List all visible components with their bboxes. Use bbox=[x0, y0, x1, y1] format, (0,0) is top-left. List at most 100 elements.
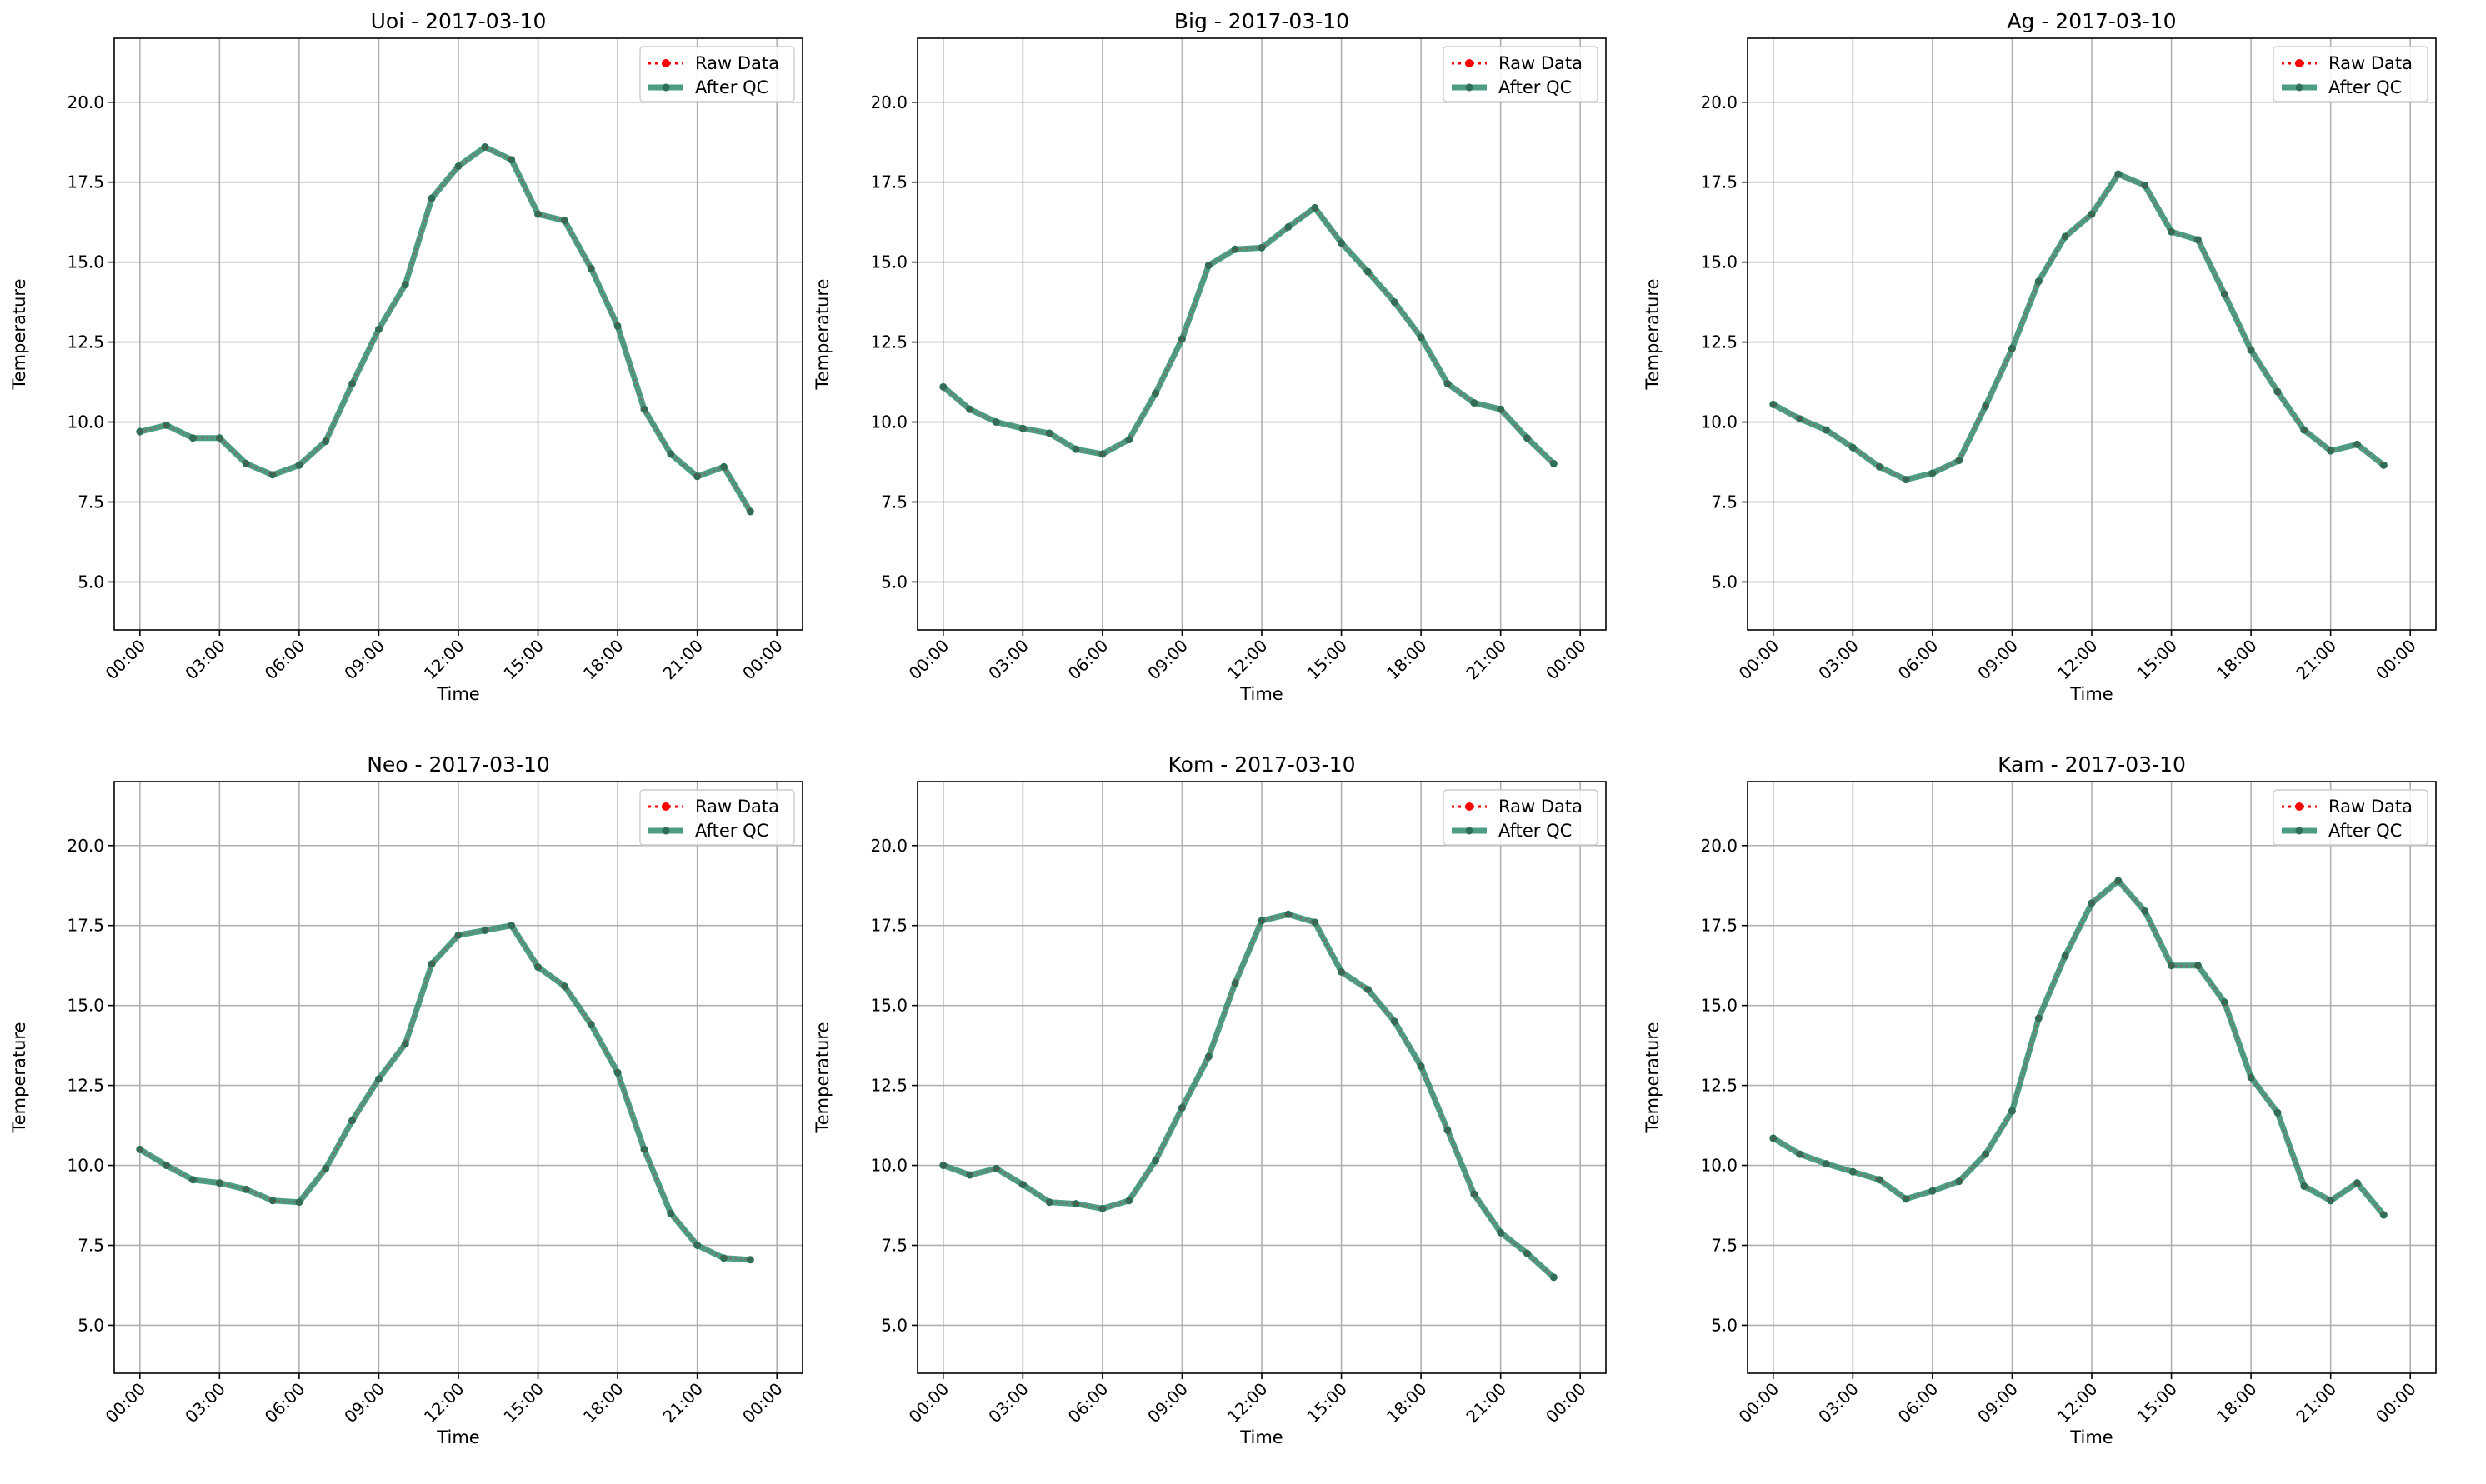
after-qc-point bbox=[2141, 907, 2149, 915]
y-tick-label: 12.5 bbox=[1700, 1076, 1738, 1096]
series-after-qc-line bbox=[138, 144, 753, 513]
x-tick-label: 18:00 bbox=[2213, 636, 2261, 684]
after-qc-point bbox=[2327, 1197, 2335, 1205]
x-tick-label: 00:00 bbox=[1735, 636, 1783, 684]
after-qc-point bbox=[966, 405, 974, 413]
x-tick-label: 06:00 bbox=[1894, 1379, 1943, 1427]
after-qc-point bbox=[1338, 239, 1346, 247]
chart-title: Kom - 2017-03-10 bbox=[1168, 752, 1356, 777]
legend-after-qc-label: After QC bbox=[1498, 77, 1572, 97]
x-tick-label: 21:00 bbox=[2292, 1379, 2340, 1427]
after-qc-point bbox=[508, 922, 516, 930]
after-qc-point bbox=[1417, 333, 1425, 342]
after-qc-point bbox=[1497, 405, 1505, 413]
x-tick-label: 15:00 bbox=[1303, 1379, 1351, 1427]
x-tick-label: 09:00 bbox=[340, 1379, 388, 1427]
after-qc-point bbox=[1928, 1187, 1937, 1195]
x-tick-label: 18:00 bbox=[1383, 636, 1431, 684]
after-qc-point bbox=[720, 1254, 728, 1262]
after-qc-point bbox=[1982, 402, 1990, 410]
after-qc-point bbox=[1822, 426, 1830, 434]
x-tick-label: 21:00 bbox=[658, 636, 707, 684]
x-axis-label: Time bbox=[1239, 1427, 1283, 1447]
after-qc-point bbox=[268, 1197, 277, 1205]
x-tick-label: 15:00 bbox=[1303, 636, 1351, 684]
after-qc-point bbox=[1982, 1150, 1990, 1158]
y-tick-label: 15.0 bbox=[1700, 252, 1738, 272]
after-qc-point bbox=[2008, 1107, 2016, 1115]
after-qc-point bbox=[1045, 429, 1053, 437]
x-tick-label: 00:00 bbox=[1735, 1379, 1783, 1427]
after-qc-point bbox=[215, 1179, 223, 1187]
legend-after-qc-label: After QC bbox=[695, 77, 768, 97]
y-tick-label: 17.5 bbox=[870, 916, 908, 936]
x-tick-label: 12:00 bbox=[2053, 1379, 2102, 1427]
after-qc-point bbox=[163, 1162, 171, 1170]
after-qc-point bbox=[2061, 952, 2069, 960]
y-tick-label: 17.5 bbox=[1700, 172, 1738, 192]
after-qc-point bbox=[2061, 232, 2069, 241]
after-qc-point bbox=[188, 1176, 197, 1184]
after-qc-point bbox=[746, 507, 754, 516]
series-raw-data-line bbox=[1773, 172, 2385, 481]
chart-title: Neo - 2017-03-10 bbox=[367, 752, 550, 777]
x-tick-label: 21:00 bbox=[1462, 636, 1510, 684]
after-qc-point bbox=[428, 960, 436, 968]
y-tick-label: 12.5 bbox=[67, 1076, 104, 1096]
after-qc-point bbox=[1796, 1150, 1804, 1158]
after-qc-point bbox=[1231, 979, 1239, 987]
y-tick-label: 12.5 bbox=[1700, 332, 1738, 352]
after-qc-point bbox=[1549, 459, 1558, 467]
legend-raw-marker bbox=[1465, 802, 1473, 811]
after-qc-point bbox=[508, 156, 516, 164]
legend-raw-label: Raw Data bbox=[695, 53, 779, 73]
after-qc-point bbox=[1072, 1200, 1080, 1208]
after-qc-point bbox=[2247, 1073, 2255, 1082]
x-tick-label: 21:00 bbox=[2292, 636, 2340, 684]
x-tick-label: 00:00 bbox=[1542, 636, 1590, 684]
x-axis-label: Time bbox=[2069, 1427, 2113, 1447]
series-after-qc-line bbox=[941, 204, 1556, 466]
after-qc-point bbox=[1390, 298, 1398, 307]
legend-after-qc-marker bbox=[662, 827, 670, 835]
legend: Raw Data After QC bbox=[639, 46, 795, 102]
after-qc-point bbox=[1204, 261, 1213, 269]
series-raw-data-line bbox=[139, 146, 752, 512]
after-qc-point bbox=[163, 421, 171, 429]
after-qc-point bbox=[667, 1209, 675, 1217]
after-qc-point bbox=[2379, 1211, 2388, 1219]
after-qc-point bbox=[1955, 457, 1963, 465]
after-qc-point bbox=[2220, 290, 2228, 298]
x-tick-label: 03:00 bbox=[1814, 1379, 1863, 1427]
after-qc-point bbox=[481, 142, 489, 151]
x-tick-label: 15:00 bbox=[2133, 636, 2181, 684]
legend-raw-label: Raw Data bbox=[1498, 797, 1583, 817]
x-tick-label: 09:00 bbox=[1973, 1379, 2022, 1427]
after-qc-point bbox=[2088, 899, 2096, 907]
y-tick-label: 10.0 bbox=[870, 1156, 908, 1176]
y-axis-label: Temperature bbox=[1643, 278, 1663, 390]
x-tick-label: 18:00 bbox=[2213, 1379, 2261, 1427]
after-qc-point bbox=[667, 450, 675, 458]
after-qc-point bbox=[268, 471, 277, 479]
grid-lines bbox=[1748, 38, 2436, 630]
y-tick-label: 17.5 bbox=[870, 172, 908, 192]
after-qc-point bbox=[613, 1068, 622, 1077]
after-qc-point bbox=[2141, 182, 2149, 190]
x-tick-label: 21:00 bbox=[658, 1379, 707, 1427]
y-tick-label: 7.5 bbox=[78, 1235, 104, 1255]
after-qc-point bbox=[1125, 436, 1133, 444]
legend-raw-label: Raw Data bbox=[2328, 797, 2413, 817]
after-qc-point bbox=[1417, 1062, 1425, 1071]
after-qc-point bbox=[2300, 426, 2308, 434]
y-tick-label: 15.0 bbox=[870, 996, 908, 1016]
y-tick-label: 17.5 bbox=[67, 172, 104, 192]
after-qc-point bbox=[1443, 379, 1452, 387]
after-qc-point bbox=[1470, 399, 1478, 407]
after-qc-point bbox=[2088, 210, 2096, 218]
y-tick-label: 15.0 bbox=[870, 252, 908, 272]
after-qc-point bbox=[720, 462, 728, 471]
after-qc-point bbox=[966, 1171, 974, 1179]
after-qc-point bbox=[1470, 1190, 1478, 1198]
x-axis-label: Time bbox=[436, 684, 479, 704]
